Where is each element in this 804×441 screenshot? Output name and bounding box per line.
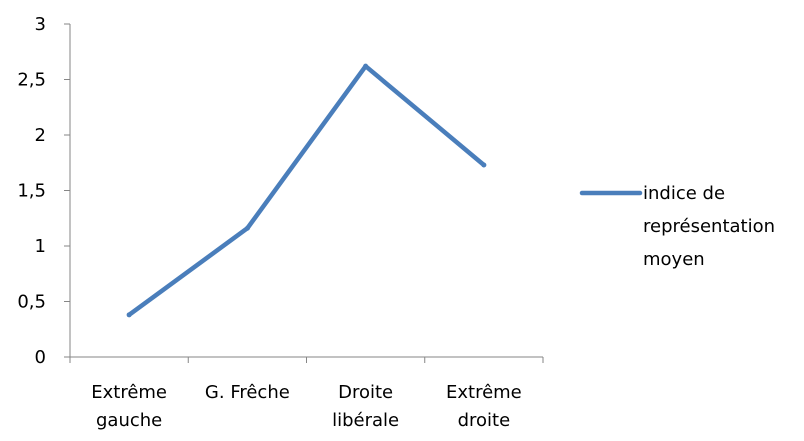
x-tick-label: G. Frêche [205, 382, 290, 403]
legend-label-line: indice de [643, 183, 725, 204]
y-tick-label: 0,5 [17, 292, 46, 313]
series-line [126, 63, 487, 318]
x-axis: Extrême gauche G. Frêche Droite libérale Extr… [69, 356, 544, 431]
y-tick-label: 0 [35, 347, 46, 368]
y-tick-label: 2,5 [17, 70, 46, 91]
series-lines [126, 63, 487, 318]
data-point [481, 162, 487, 168]
x-tick-label: Droite libérale [332, 382, 399, 431]
x-tick-label-line: gauche [96, 410, 162, 431]
legend-label: indice de représentation moyen [643, 183, 775, 270]
y-tick-label: 2 [35, 125, 46, 146]
y-tick-label: 1 [35, 236, 46, 257]
x-tick-label-line: libérale [332, 410, 399, 431]
x-tick-label-line: G. Frêche [205, 382, 290, 403]
x-tick-label-line: Extrême [446, 382, 522, 403]
data-point [126, 312, 132, 318]
y-axis: 0 0,5 1 1,5 2 2,5 3 [17, 14, 71, 368]
x-tick-label-line: Extrême [91, 382, 167, 403]
y-tick-label: 3 [35, 14, 46, 35]
x-tick-label: Extrême gauche [91, 382, 167, 431]
x-tick-label-line: droite [458, 410, 511, 431]
x-tick-label-line: Droite [338, 382, 393, 403]
data-point [363, 63, 369, 69]
x-tick-label: Extrême droite [446, 382, 522, 431]
legend-label-line: représentation [643, 216, 775, 237]
y-tick-label: 1,5 [17, 181, 46, 202]
legend-label-line: moyen [643, 249, 705, 270]
legend: indice de représentation moyen [579, 183, 775, 270]
data-point [244, 225, 250, 231]
